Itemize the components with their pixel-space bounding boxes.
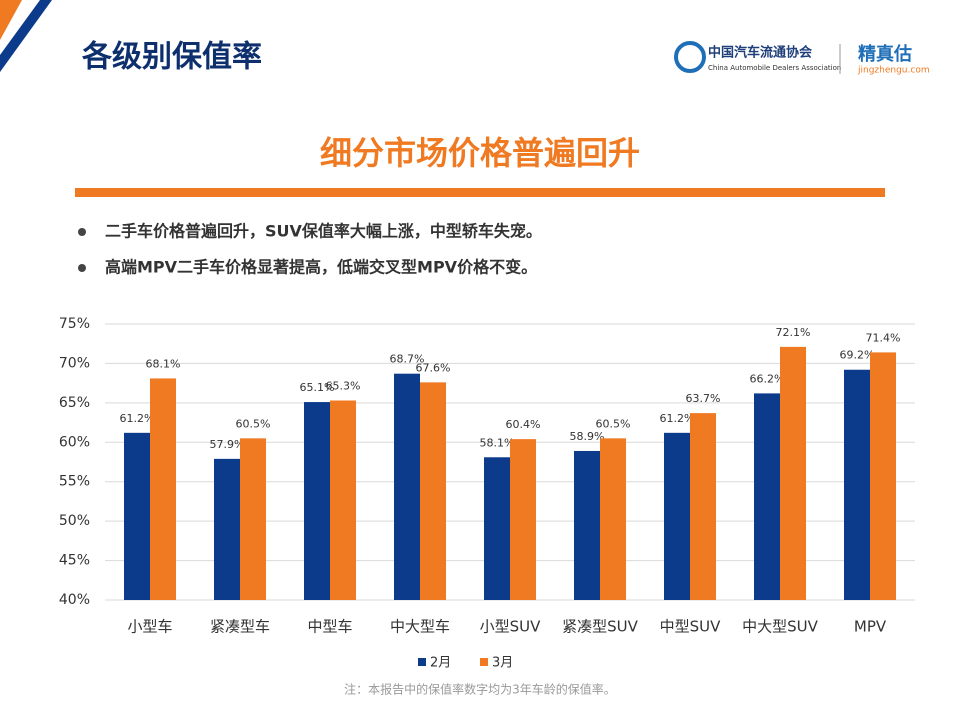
data-label: 60.5%: [236, 417, 271, 430]
legend-swatch: [480, 658, 488, 666]
x-tick-label: MPV: [854, 618, 887, 636]
data-label: 68.7%: [390, 353, 425, 366]
data-label: 71.4%: [866, 331, 901, 344]
bullet: 二手车价格普遍回升，SUV保值率大幅上涨，中型轿车失宠。: [105, 222, 542, 241]
data-label: 61.2%: [660, 412, 695, 425]
data-label: 63.7%: [686, 392, 721, 405]
org-logo: [674, 41, 706, 73]
bullet-dot: [78, 228, 86, 236]
bar: [420, 382, 446, 600]
data-label: 67.6%: [416, 361, 451, 374]
legend-label: 3月: [492, 656, 513, 671]
bar: [754, 393, 780, 600]
bar: [214, 458, 240, 600]
data-label: 66.2%: [750, 372, 785, 385]
y-tick-label: 75%: [59, 316, 90, 332]
corner-stripe: [0, 0, 22, 40]
data-label: 58.9%: [570, 430, 605, 443]
bar: [240, 438, 266, 600]
x-tick-label: 中大型SUV: [742, 618, 819, 636]
bar: [150, 378, 176, 600]
y-tick-label: 45%: [59, 553, 90, 569]
y-tick-label: 65%: [59, 395, 90, 411]
bar: [690, 413, 716, 600]
legend-swatch: [418, 658, 426, 666]
data-label: 69.2%: [840, 349, 875, 362]
chart: 40%45%50%55%60%65%70%75%61.2%57.9%65.1%6…: [59, 316, 915, 671]
data-label: 61.2%: [120, 412, 155, 425]
data-label: 65.1%: [300, 381, 335, 394]
bar: [304, 402, 330, 600]
bar: [330, 400, 356, 600]
y-tick-label: 70%: [59, 355, 90, 371]
page-title: 各级别保值率: [81, 40, 262, 75]
bar: [600, 438, 626, 600]
data-label: 65.3%: [326, 379, 361, 392]
bullet: 高端MPV二手车价格显著提高，低端交叉型MPV价格不变。: [105, 258, 537, 277]
x-tick-label: 中大型车: [390, 618, 450, 636]
data-label: 68.1%: [146, 357, 181, 370]
brand: 精真估: [858, 43, 912, 65]
subtitle: 细分市场价格普遍回升: [320, 134, 640, 172]
legend-label: 2月: [430, 656, 451, 671]
data-label: 57.9%: [210, 438, 245, 451]
data-label: 58.1%: [480, 436, 515, 449]
bar: [870, 352, 896, 600]
data-label: 60.4%: [506, 418, 541, 431]
y-tick-label: 55%: [59, 474, 90, 490]
x-tick-label: 小型SUV: [480, 618, 542, 636]
x-tick-label: 小型车: [127, 618, 172, 636]
bullet-dot: [78, 264, 86, 272]
bar: [124, 432, 150, 600]
note: 注：本报告中的保值率数字均为3年车龄的保值率。: [344, 682, 616, 697]
bar: [484, 457, 510, 600]
data-label: 72.1%: [776, 326, 811, 339]
brand-url: jingzhengu.com: [857, 66, 930, 76]
y-tick-label: 60%: [59, 434, 90, 450]
bar: [510, 439, 536, 600]
x-tick-label: 紧凑型SUV: [562, 618, 639, 636]
bar: [664, 432, 690, 600]
data-label: 60.5%: [596, 417, 631, 430]
bar: [574, 450, 600, 600]
org-name-en: China Automobile Dealers Association: [708, 64, 841, 72]
x-tick-label: 紧凑型车: [210, 618, 270, 636]
x-tick-label: 中型SUV: [660, 618, 722, 636]
y-tick-label: 40%: [59, 592, 90, 608]
bar: [780, 346, 806, 600]
bar: [394, 373, 420, 600]
corner-stripe: [0, 0, 52, 72]
org-name: 中国汽车流通协会: [708, 45, 813, 61]
subtitle-rule: [75, 188, 885, 197]
y-tick-label: 50%: [59, 513, 90, 529]
bar: [844, 369, 870, 600]
x-tick-label: 中型车: [307, 618, 352, 636]
